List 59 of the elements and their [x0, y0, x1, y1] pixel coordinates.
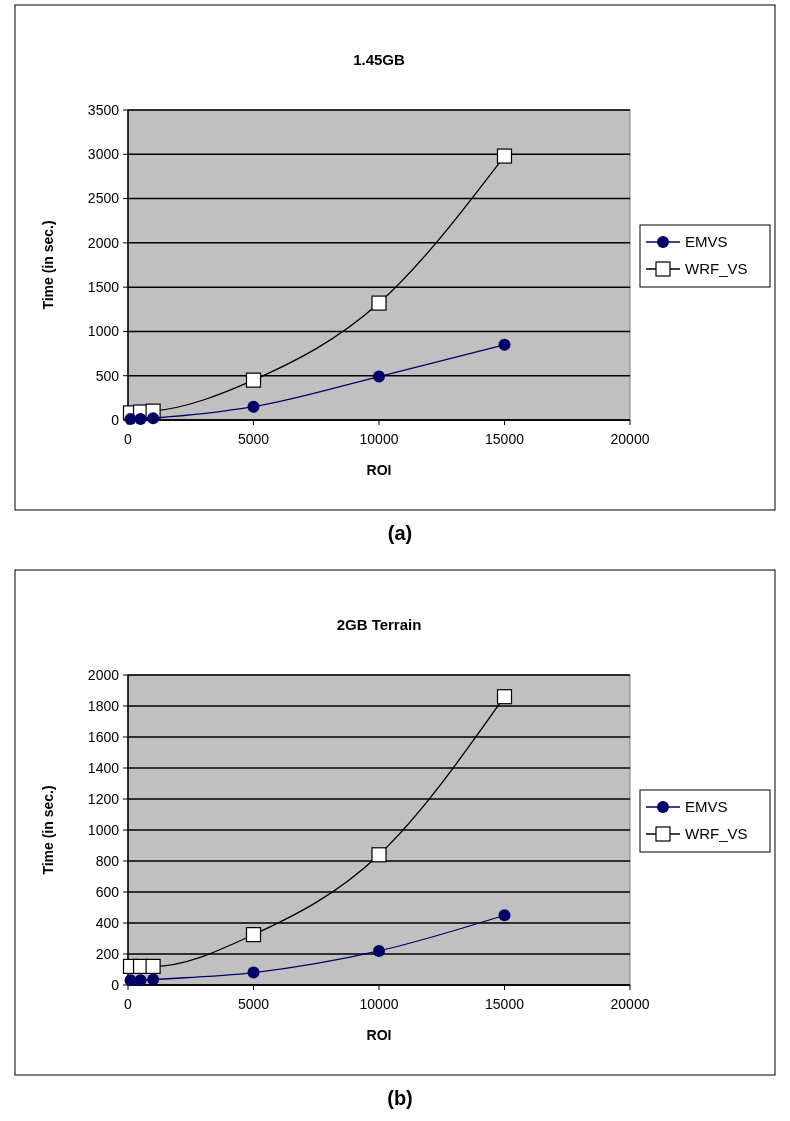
y-axis-title: Time (in sec.)	[40, 785, 56, 875]
y-tick-label: 200	[95, 945, 120, 962]
legend-label: EMVS	[685, 233, 728, 251]
x-tick-label: 0	[124, 431, 133, 447]
y-tick-label: 1000	[87, 323, 120, 340]
y-tick-label: 1200	[87, 790, 120, 807]
y-tick-label: 3500	[87, 101, 120, 118]
y-tick-label: 600	[95, 883, 120, 900]
legend-label: WRF_VS	[685, 825, 748, 843]
point	[373, 944, 385, 957]
y-tick-label: 0	[111, 411, 120, 428]
x-tick-label: 10000	[359, 431, 399, 447]
point	[373, 370, 385, 383]
y-tick-label: 0	[111, 976, 120, 993]
x-tick-label: 15000	[485, 996, 525, 1012]
point	[147, 412, 160, 425]
point	[498, 909, 511, 922]
x-tick-label: 10000	[359, 996, 399, 1012]
point	[247, 400, 260, 413]
point	[498, 338, 511, 351]
text: (a)	[387, 522, 413, 544]
y-tick-label: 3000	[87, 146, 120, 163]
point	[245, 372, 262, 388]
y-tick-label: 2000	[87, 666, 120, 683]
x-tick-label: 20000	[610, 431, 650, 447]
y-tick-label: 1400	[87, 759, 120, 776]
y-tick-label: 2000	[87, 234, 120, 251]
x-tick-label: 20000	[610, 996, 650, 1012]
x-tick-label: 5000	[237, 431, 270, 447]
y-axis-title: Time (in sec.)	[40, 220, 56, 310]
y-tick-label: 500	[95, 367, 120, 384]
y-tick-label: 1500	[87, 279, 120, 296]
x-tick-label: 15000	[485, 431, 525, 447]
point	[371, 295, 387, 311]
point	[371, 847, 387, 863]
y-tick-label: 400	[95, 914, 120, 931]
y-tick-label: 1600	[87, 728, 120, 745]
y-tick-label: 1800	[87, 697, 120, 714]
x-axis-title: ROI	[366, 462, 392, 478]
x-tick-label: 5000	[237, 996, 270, 1012]
point	[134, 413, 147, 426]
point	[496, 689, 513, 705]
point	[134, 974, 147, 987]
point	[247, 966, 260, 979]
point	[496, 148, 513, 164]
point	[145, 958, 161, 974]
chart-title: 1.45GB	[353, 51, 406, 68]
text: (b)	[387, 1087, 413, 1109]
y-tick-label: 800	[95, 852, 120, 869]
x-tick-label: 0	[124, 996, 133, 1012]
chart-title: 2GB Terrain	[336, 616, 422, 633]
legend-label: WRF_VS	[685, 260, 748, 278]
y-tick-label: 2500	[87, 190, 120, 207]
x-axis-title: ROI	[366, 1027, 392, 1043]
y-tick-label: 1000	[87, 821, 120, 838]
legend-label: EMVS	[685, 798, 728, 816]
point	[147, 973, 160, 986]
point	[124, 413, 137, 426]
point	[245, 927, 262, 943]
